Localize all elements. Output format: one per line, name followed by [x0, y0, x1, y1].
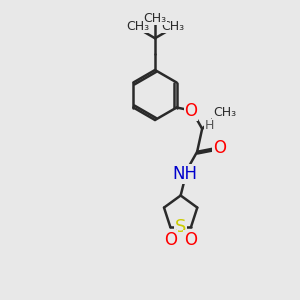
Text: CH₃: CH₃	[143, 12, 167, 25]
Text: S: S	[175, 218, 186, 236]
Text: CH₃: CH₃	[161, 20, 184, 33]
Text: O: O	[213, 139, 226, 157]
Text: CH₃: CH₃	[213, 106, 236, 119]
Text: CH₃: CH₃	[126, 20, 149, 33]
Text: NH: NH	[172, 165, 197, 183]
Text: O: O	[184, 231, 197, 249]
Text: O: O	[184, 102, 197, 120]
Text: H: H	[205, 119, 214, 132]
Text: O: O	[164, 231, 177, 249]
